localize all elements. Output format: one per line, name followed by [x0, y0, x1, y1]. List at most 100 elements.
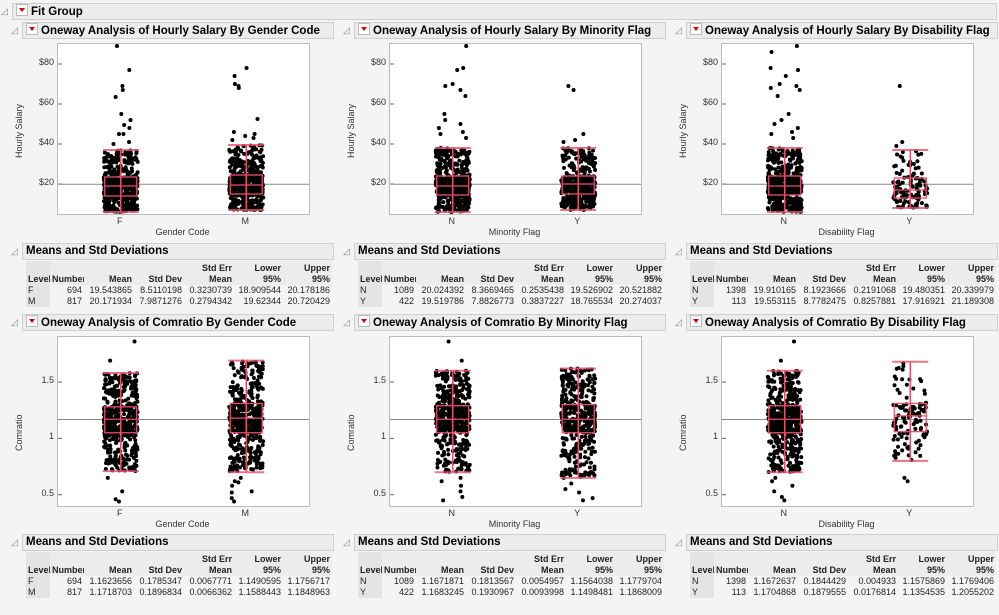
data-point — [561, 442, 566, 447]
data-point — [236, 370, 241, 375]
outlier-point — [252, 132, 257, 136]
data-point — [464, 154, 469, 159]
data-point — [454, 170, 459, 175]
data-point — [568, 410, 573, 415]
collapse-icon[interactable]: ◿ — [343, 246, 350, 256]
data-point — [582, 462, 587, 467]
collapse-icon[interactable]: ◿ — [1, 6, 8, 16]
table-cell: 20.024392 — [421, 285, 464, 295]
data-point — [571, 446, 576, 451]
data-point — [127, 178, 132, 183]
collapse-icon[interactable]: ◿ — [343, 25, 350, 35]
y-tick-label: $80 — [38, 57, 54, 67]
data-point — [573, 183, 578, 188]
collapse-icon[interactable]: ◿ — [11, 246, 18, 256]
red-triangle-menu-icon[interactable] — [358, 315, 370, 327]
data-point — [116, 156, 121, 161]
table-cell: 20.521882 — [619, 285, 662, 295]
data-point — [441, 424, 446, 429]
red-triangle-menu-icon[interactable] — [26, 23, 38, 35]
data-point — [582, 473, 587, 478]
data-point — [114, 408, 119, 413]
data-point — [112, 394, 117, 399]
data-point — [566, 201, 571, 206]
data-point — [250, 437, 255, 442]
data-point — [567, 196, 572, 201]
data-point — [237, 188, 242, 193]
collapse-icon[interactable]: ◿ — [11, 537, 18, 547]
collapse-icon[interactable]: ◿ — [675, 25, 682, 35]
outlier-point — [791, 136, 796, 140]
data-point — [115, 458, 120, 463]
table-title: Means and Std Deviations — [686, 243, 998, 260]
data-point — [260, 461, 265, 466]
column-header: Number — [382, 552, 416, 576]
data-point — [460, 162, 465, 167]
data-point — [129, 151, 134, 156]
data-point — [134, 378, 139, 383]
data-point — [228, 205, 233, 210]
data-point — [436, 450, 441, 455]
data-point — [592, 380, 597, 385]
data-point — [230, 420, 235, 425]
collapse-icon[interactable]: ◿ — [675, 317, 682, 327]
data-point — [254, 436, 259, 441]
data-point — [232, 404, 237, 409]
data-point — [582, 438, 587, 443]
collapse-icon[interactable]: ◿ — [343, 537, 350, 547]
data-point — [918, 183, 923, 188]
red-triangle-menu-icon[interactable] — [16, 4, 28, 16]
data-point — [922, 179, 927, 184]
data-point — [899, 190, 904, 195]
oneway-header: Oneway Analysis of Hourly Salary By Mino… — [354, 22, 666, 39]
data-point — [454, 384, 459, 389]
red-triangle-menu-icon[interactable] — [26, 315, 38, 327]
data-point — [566, 375, 571, 380]
data-point — [442, 399, 447, 404]
data-point — [585, 400, 590, 405]
data-point — [457, 378, 462, 383]
red-triangle-menu-icon[interactable] — [690, 23, 702, 35]
data-point — [247, 389, 252, 394]
outlier-point — [232, 82, 237, 86]
collapse-icon[interactable]: ◿ — [675, 246, 682, 256]
outlier-point — [255, 117, 260, 121]
outlier-point — [777, 82, 782, 86]
red-triangle-menu-icon[interactable] — [690, 315, 702, 327]
data-point — [563, 392, 568, 397]
data-point — [910, 173, 915, 178]
data-point — [569, 449, 574, 454]
plot-svg — [58, 339, 309, 504]
red-triangle-menu-icon[interactable] — [358, 23, 370, 35]
data-point — [246, 168, 251, 173]
outlier-point — [443, 118, 448, 122]
table-cell: F — [26, 285, 50, 296]
data-point — [246, 186, 251, 191]
collapse-icon[interactable]: ◿ — [11, 25, 18, 35]
data-point — [454, 460, 459, 465]
data-point — [443, 457, 448, 462]
data-point — [435, 465, 440, 470]
outlier-point — [232, 479, 237, 484]
box-iqr — [893, 177, 927, 199]
column-header: Std Dev — [466, 261, 516, 285]
table-cell: 20.339979 — [951, 285, 994, 295]
data-point — [455, 391, 460, 396]
table-row: M 817 1.1718703 0.1896834 0.0066362 1.1588443… — [26, 587, 332, 598]
data-point — [788, 165, 793, 170]
outlier-point — [900, 140, 905, 144]
data-point — [799, 437, 804, 442]
data-point — [108, 187, 113, 192]
data-point — [445, 148, 450, 153]
data-point — [132, 180, 137, 185]
x-axis-title: Minority Flag — [488, 227, 541, 237]
data-point — [249, 405, 254, 410]
data-point — [441, 200, 446, 205]
plot-svg — [58, 44, 309, 214]
outlier-point — [580, 498, 585, 503]
collapse-icon[interactable]: ◿ — [343, 317, 350, 327]
outlier-point — [238, 475, 243, 480]
data-point — [437, 395, 442, 400]
collapse-icon[interactable]: ◿ — [11, 317, 18, 327]
data-point — [113, 435, 118, 440]
